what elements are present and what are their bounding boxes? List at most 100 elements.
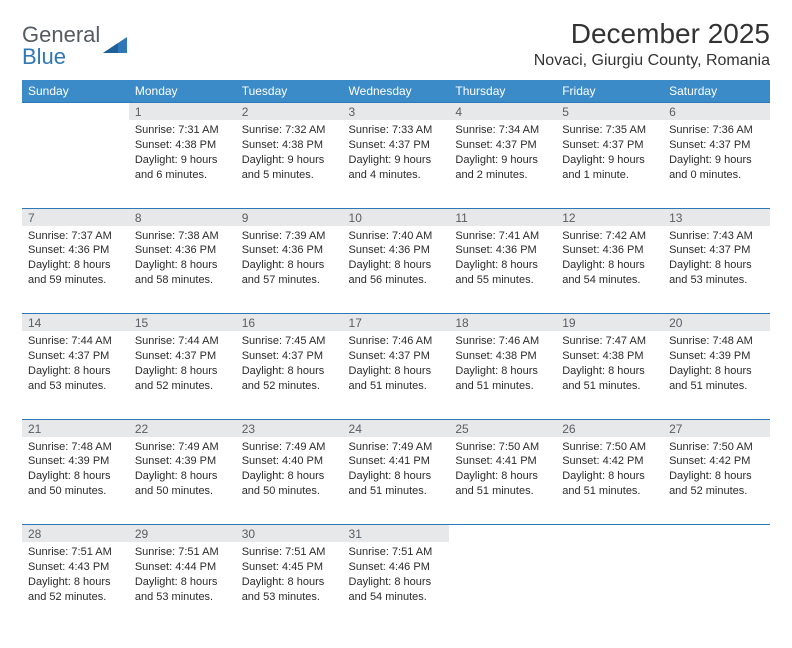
daylight-text: Daylight: 8 hours and 52 minutes. bbox=[669, 469, 764, 499]
day-content-cell: Sunrise: 7:34 AMSunset: 4:37 PMDaylight:… bbox=[449, 120, 556, 208]
day-number-cell bbox=[22, 103, 129, 121]
brand-triangle-icon bbox=[103, 35, 129, 57]
sunset-text: Sunset: 4:36 PM bbox=[349, 243, 444, 258]
sunrise-text: Sunrise: 7:33 AM bbox=[349, 123, 444, 138]
sunrise-text: Sunrise: 7:34 AM bbox=[455, 123, 550, 138]
day-content-cell: Sunrise: 7:45 AMSunset: 4:37 PMDaylight:… bbox=[236, 331, 343, 419]
brand-logo: General Blue bbox=[22, 18, 129, 68]
sunset-text: Sunset: 4:42 PM bbox=[669, 454, 764, 469]
sunrise-text: Sunrise: 7:42 AM bbox=[562, 229, 657, 244]
calendar-table: Sunday Monday Tuesday Wednesday Thursday… bbox=[22, 80, 770, 630]
day-number-cell: 15 bbox=[129, 314, 236, 332]
day-content-cell: Sunrise: 7:49 AMSunset: 4:39 PMDaylight:… bbox=[129, 437, 236, 525]
day-content-cell: Sunrise: 7:49 AMSunset: 4:41 PMDaylight:… bbox=[343, 437, 450, 525]
day-content-cell: Sunrise: 7:33 AMSunset: 4:37 PMDaylight:… bbox=[343, 120, 450, 208]
day-number-cell bbox=[449, 525, 556, 543]
day-content-cell: Sunrise: 7:36 AMSunset: 4:37 PMDaylight:… bbox=[663, 120, 770, 208]
daylight-text: Daylight: 8 hours and 51 minutes. bbox=[455, 469, 550, 499]
weekday-header: Sunday bbox=[22, 80, 129, 103]
brand-text: General Blue bbox=[22, 24, 100, 68]
sunrise-text: Sunrise: 7:51 AM bbox=[135, 545, 230, 560]
daylight-text: Daylight: 8 hours and 52 minutes. bbox=[135, 364, 230, 394]
daylight-text: Daylight: 8 hours and 50 minutes. bbox=[135, 469, 230, 499]
sunset-text: Sunset: 4:37 PM bbox=[28, 349, 123, 364]
sunrise-text: Sunrise: 7:31 AM bbox=[135, 123, 230, 138]
sunrise-text: Sunrise: 7:39 AM bbox=[242, 229, 337, 244]
daylight-text: Daylight: 8 hours and 53 minutes. bbox=[28, 364, 123, 394]
sunrise-text: Sunrise: 7:50 AM bbox=[669, 440, 764, 455]
day-number-cell: 29 bbox=[129, 525, 236, 543]
brand-part2: Blue bbox=[22, 44, 66, 69]
day-content-cell: Sunrise: 7:50 AMSunset: 4:41 PMDaylight:… bbox=[449, 437, 556, 525]
daylight-text: Daylight: 8 hours and 50 minutes. bbox=[242, 469, 337, 499]
day-number-cell: 14 bbox=[22, 314, 129, 332]
daylight-text: Daylight: 8 hours and 52 minutes. bbox=[28, 575, 123, 605]
day-number-cell: 1 bbox=[129, 103, 236, 121]
day-content-cell bbox=[449, 542, 556, 630]
daylight-text: Daylight: 8 hours and 55 minutes. bbox=[455, 258, 550, 288]
daylight-text: Daylight: 8 hours and 54 minutes. bbox=[349, 575, 444, 605]
weekday-header: Saturday bbox=[663, 80, 770, 103]
day-content-cell: Sunrise: 7:37 AMSunset: 4:36 PMDaylight:… bbox=[22, 226, 129, 314]
sunrise-text: Sunrise: 7:43 AM bbox=[669, 229, 764, 244]
sunset-text: Sunset: 4:37 PM bbox=[455, 138, 550, 153]
day-content-cell: Sunrise: 7:44 AMSunset: 4:37 PMDaylight:… bbox=[22, 331, 129, 419]
daylight-text: Daylight: 8 hours and 51 minutes. bbox=[349, 364, 444, 394]
sunrise-text: Sunrise: 7:45 AM bbox=[242, 334, 337, 349]
day-content-cell: Sunrise: 7:51 AMSunset: 4:43 PMDaylight:… bbox=[22, 542, 129, 630]
day-number-cell: 20 bbox=[663, 314, 770, 332]
daynum-row: 14151617181920 bbox=[22, 314, 770, 332]
daynum-row: 78910111213 bbox=[22, 208, 770, 226]
calendar-page: General Blue December 2025 Novaci, Giurg… bbox=[0, 0, 792, 648]
day-content-cell: Sunrise: 7:41 AMSunset: 4:36 PMDaylight:… bbox=[449, 226, 556, 314]
sunset-text: Sunset: 4:42 PM bbox=[562, 454, 657, 469]
sunrise-text: Sunrise: 7:47 AM bbox=[562, 334, 657, 349]
sunset-text: Sunset: 4:36 PM bbox=[242, 243, 337, 258]
day-content-cell bbox=[663, 542, 770, 630]
sunset-text: Sunset: 4:36 PM bbox=[28, 243, 123, 258]
sunrise-text: Sunrise: 7:48 AM bbox=[669, 334, 764, 349]
day-number-cell: 2 bbox=[236, 103, 343, 121]
sunset-text: Sunset: 4:43 PM bbox=[28, 560, 123, 575]
sunset-text: Sunset: 4:37 PM bbox=[349, 138, 444, 153]
sunrise-text: Sunrise: 7:41 AM bbox=[455, 229, 550, 244]
day-number-cell: 30 bbox=[236, 525, 343, 543]
day-content-cell bbox=[556, 542, 663, 630]
day-number-cell bbox=[663, 525, 770, 543]
daylight-text: Daylight: 8 hours and 53 minutes. bbox=[242, 575, 337, 605]
daylight-text: Daylight: 8 hours and 51 minutes. bbox=[562, 469, 657, 499]
daylight-text: Daylight: 8 hours and 51 minutes. bbox=[455, 364, 550, 394]
day-content-cell: Sunrise: 7:51 AMSunset: 4:44 PMDaylight:… bbox=[129, 542, 236, 630]
day-content-cell: Sunrise: 7:39 AMSunset: 4:36 PMDaylight:… bbox=[236, 226, 343, 314]
sunset-text: Sunset: 4:45 PM bbox=[242, 560, 337, 575]
day-content-cell: Sunrise: 7:51 AMSunset: 4:45 PMDaylight:… bbox=[236, 542, 343, 630]
day-number-cell: 31 bbox=[343, 525, 450, 543]
day-number-cell: 24 bbox=[343, 419, 450, 437]
daylight-text: Daylight: 8 hours and 53 minutes. bbox=[135, 575, 230, 605]
daylight-text: Daylight: 9 hours and 1 minute. bbox=[562, 153, 657, 183]
weekday-header: Tuesday bbox=[236, 80, 343, 103]
content-row: Sunrise: 7:48 AMSunset: 4:39 PMDaylight:… bbox=[22, 437, 770, 525]
sunset-text: Sunset: 4:38 PM bbox=[135, 138, 230, 153]
daylight-text: Daylight: 8 hours and 51 minutes. bbox=[349, 469, 444, 499]
sunrise-text: Sunrise: 7:46 AM bbox=[349, 334, 444, 349]
sunset-text: Sunset: 4:38 PM bbox=[455, 349, 550, 364]
sunrise-text: Sunrise: 7:44 AM bbox=[135, 334, 230, 349]
sunrise-text: Sunrise: 7:50 AM bbox=[562, 440, 657, 455]
daynum-row: 123456 bbox=[22, 103, 770, 121]
content-row: Sunrise: 7:37 AMSunset: 4:36 PMDaylight:… bbox=[22, 226, 770, 314]
day-number-cell: 13 bbox=[663, 208, 770, 226]
day-number-cell: 10 bbox=[343, 208, 450, 226]
sunset-text: Sunset: 4:38 PM bbox=[562, 349, 657, 364]
sunset-text: Sunset: 4:37 PM bbox=[669, 138, 764, 153]
page-header: General Blue December 2025 Novaci, Giurg… bbox=[22, 18, 770, 70]
sunrise-text: Sunrise: 7:49 AM bbox=[135, 440, 230, 455]
weekday-header-row: Sunday Monday Tuesday Wednesday Thursday… bbox=[22, 80, 770, 103]
daylight-text: Daylight: 9 hours and 4 minutes. bbox=[349, 153, 444, 183]
day-number-cell: 7 bbox=[22, 208, 129, 226]
sunset-text: Sunset: 4:37 PM bbox=[669, 243, 764, 258]
sunrise-text: Sunrise: 7:40 AM bbox=[349, 229, 444, 244]
sunrise-text: Sunrise: 7:35 AM bbox=[562, 123, 657, 138]
day-number-cell bbox=[556, 525, 663, 543]
daylight-text: Daylight: 9 hours and 0 minutes. bbox=[669, 153, 764, 183]
